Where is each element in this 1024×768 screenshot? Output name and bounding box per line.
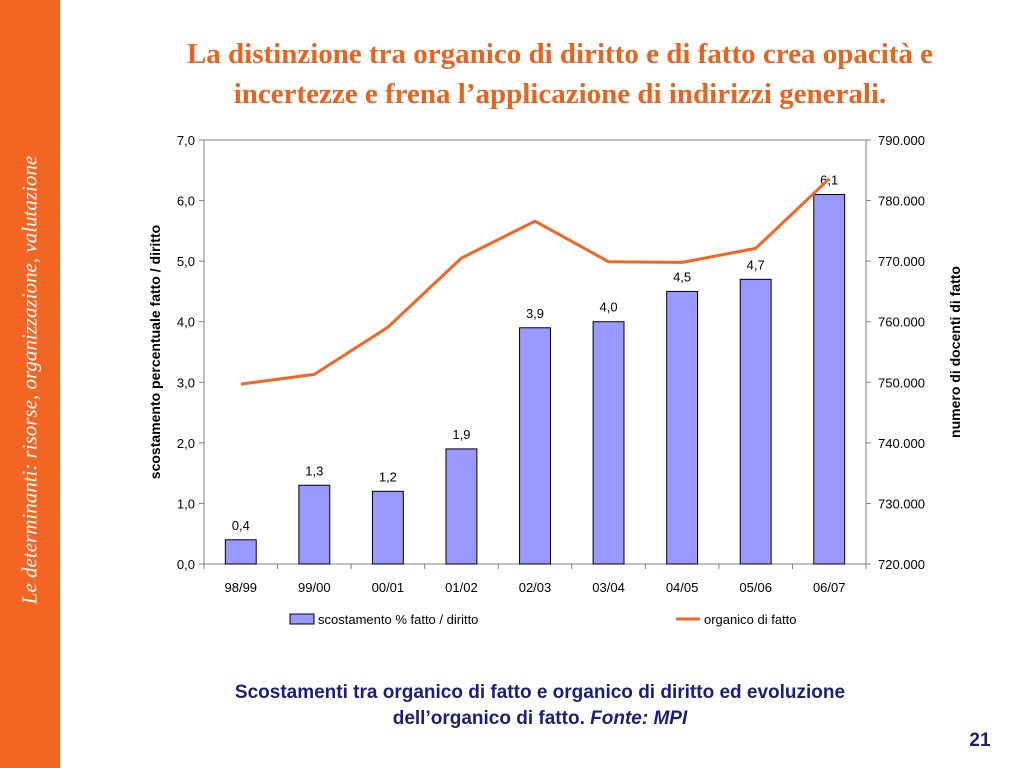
- slide-title: La distinzione tra organico di diritto e…: [110, 34, 1010, 114]
- y2-tick-label: 790.000: [878, 133, 925, 148]
- y-tick-label: 1,0: [177, 496, 195, 511]
- title-line-1: La distinzione tra organico di diritto e…: [186, 38, 934, 70]
- legend-line-label: organico di fatto: [704, 612, 797, 627]
- x-tick-label: 99/00: [298, 580, 331, 595]
- title-line-2: incertezze e frena l’applicazione di ind…: [233, 78, 887, 110]
- series-line: [240, 177, 831, 386]
- data-label: 4,5: [673, 269, 691, 284]
- y-axis-title: scostamento percentuale fatto / diritto: [147, 225, 163, 479]
- legend-bar-label: scostamento % fatto / diritto: [318, 612, 478, 627]
- bar: [813, 194, 846, 565]
- bar: [224, 539, 257, 565]
- x-tick-label: 98/99: [225, 580, 258, 595]
- y-tick-label: 7,0: [177, 133, 195, 148]
- x-tick-label: 01/02: [445, 580, 478, 595]
- y-tick-label: 0,0: [177, 557, 195, 572]
- bar: [445, 448, 478, 565]
- bar: [739, 278, 772, 565]
- data-label: 0,4: [232, 518, 250, 533]
- bar: [592, 321, 625, 565]
- bar: [298, 484, 331, 565]
- data-label: 4,7: [747, 257, 765, 272]
- data-label: 1,2: [379, 469, 397, 484]
- data-label: 3,9: [526, 306, 544, 321]
- x-tick-label: 06/07: [813, 580, 846, 595]
- y-tick-label: 5,0: [177, 254, 195, 269]
- y2-tick-label: 750.000: [878, 375, 925, 390]
- y-tick-label: 2,0: [177, 436, 195, 451]
- y2-tick-label: 740.000: [878, 436, 925, 451]
- y2-tick-label: 780.000: [878, 194, 925, 209]
- data-label: 1,9: [452, 427, 470, 442]
- y2-axis-title: numero di docenti di fatto: [947, 266, 963, 438]
- bar: [519, 327, 551, 565]
- y-tick-label: 4,0: [177, 315, 195, 330]
- x-tick-label: 04/05: [666, 580, 699, 595]
- chart-caption: Scostamenti tra organico di fatto e orga…: [180, 680, 900, 732]
- bar: [666, 290, 699, 565]
- x-tick-label: 05/06: [739, 580, 772, 595]
- caption-line-1: Scostamenti tra organico di fatto e orga…: [234, 682, 846, 703]
- x-tick-label: 02/03: [519, 580, 552, 595]
- legend-bar-swatch: [289, 613, 315, 625]
- data-label: 4,0: [600, 300, 618, 315]
- page-number: 21: [969, 730, 991, 751]
- x-tick-label: 00/01: [372, 580, 405, 595]
- bar: [371, 490, 404, 565]
- y2-tick-label: 770.000: [878, 254, 925, 269]
- data-label: 1,3: [305, 463, 323, 478]
- y-tick-label: 3,0: [177, 375, 195, 390]
- y2-tick-label: 720.000: [878, 557, 925, 572]
- caption-line-2: dell’organico di fatto.: [392, 708, 591, 729]
- sidebar-band: Le determinanti: risorse, organizzazione…: [0, 0, 60, 768]
- x-tick-label: 03/04: [592, 580, 625, 595]
- y2-tick-label: 760.000: [878, 315, 925, 330]
- y2-tick-label: 730.000: [878, 496, 925, 511]
- y-tick-label: 6,0: [177, 194, 195, 209]
- caption-source: Fonte: MPI: [590, 708, 688, 729]
